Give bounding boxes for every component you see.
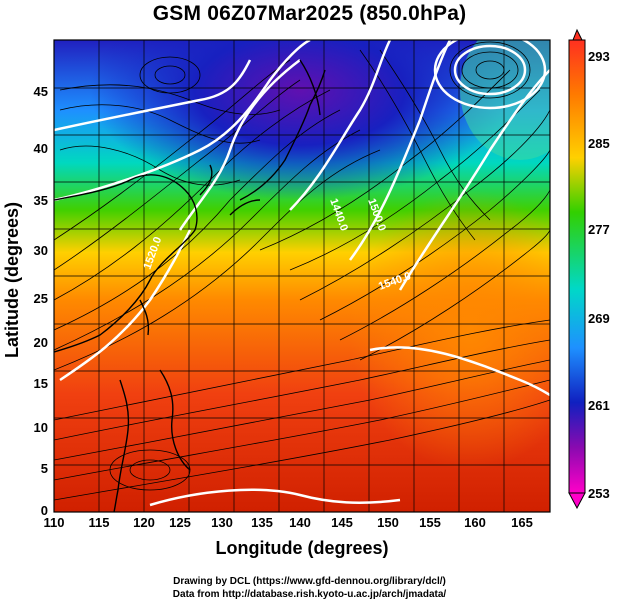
- y-tick-label: 25: [33, 291, 48, 306]
- y-tick-label: 15: [33, 376, 48, 391]
- y-tick-label: 30: [33, 243, 48, 258]
- x-tick-label: 160: [464, 515, 486, 530]
- y-tick-label: 0: [40, 503, 48, 518]
- colorbar-tick-label: 277: [588, 222, 610, 237]
- x-tick-label: 165: [511, 515, 533, 530]
- x-tick-label: 115: [88, 515, 110, 530]
- x-tick-label: 130: [211, 515, 233, 530]
- x-tick-label: 135: [251, 515, 273, 530]
- coastlines: [54, 59, 326, 512]
- credits: Drawing by DCL (https://www.gfd-dennou.o…: [0, 575, 619, 601]
- colorbar: [568, 28, 586, 510]
- y-tick-label: 45: [33, 84, 48, 99]
- credits-line-2: Data from http://database.rish.kyoto-u.a…: [172, 589, 447, 600]
- x-tick-label: 110: [43, 515, 65, 530]
- colorbar-tick-label: 293: [588, 49, 610, 64]
- colorbar-tick-label: 253: [588, 486, 610, 501]
- y-tick-label: 10: [33, 420, 48, 435]
- y-tick-label: 20: [33, 335, 48, 350]
- grid-lines: [54, 40, 550, 512]
- plot-frame: [53, 39, 551, 513]
- y-tick-label: 40: [33, 141, 48, 156]
- chart-title: GSM 06Z07Mar2025 (850.0hPa): [152, 2, 467, 25]
- x-tick-label: 125: [169, 515, 191, 530]
- height-contours: [54, 40, 550, 507]
- y-tick-label: 35: [33, 193, 48, 208]
- x-tick-label: 140: [289, 515, 311, 530]
- wind-streamlines: [54, 41, 550, 501]
- colorbar-tick-label: 261: [588, 398, 610, 413]
- colorbar-tick-label: 285: [588, 136, 610, 151]
- y-tick-label: 5: [40, 461, 48, 476]
- credits-line-1: Drawing by DCL (https://www.gfd-dennou.o…: [173, 576, 446, 587]
- x-axis-label: Longitude (degrees): [215, 538, 389, 558]
- x-tick-label: 120: [133, 515, 155, 530]
- x-tick-label: 145: [331, 515, 353, 530]
- x-tick-label: 155: [419, 515, 441, 530]
- colorbar-tick-label: 269: [588, 311, 610, 326]
- x-tick-label: 150: [377, 515, 399, 530]
